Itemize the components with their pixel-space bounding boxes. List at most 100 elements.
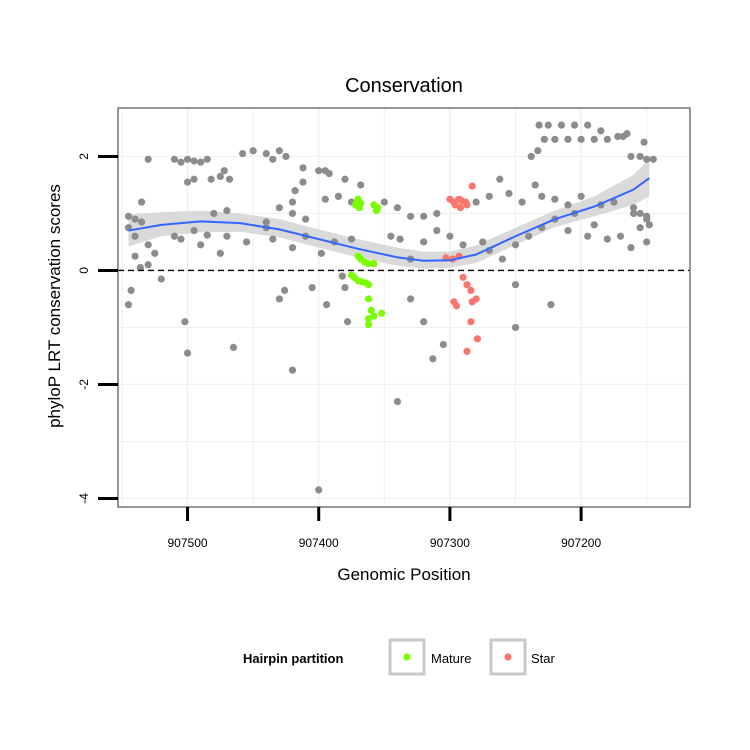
- data-point: [203, 231, 211, 239]
- data-point: [387, 232, 395, 240]
- data-point: [629, 204, 638, 212]
- data-point: [288, 209, 297, 218]
- data-point: [393, 204, 402, 212]
- data-point: [627, 244, 635, 252]
- data-point: [538, 192, 546, 200]
- data-point: [564, 226, 572, 235]
- data-point: [315, 167, 323, 175]
- y-tick-label: -4: [77, 493, 91, 504]
- data-point: [210, 209, 218, 218]
- data-point: [269, 235, 277, 243]
- data-point: [216, 249, 224, 257]
- data-point: [429, 355, 437, 363]
- data-point: [223, 232, 231, 240]
- data-point: [370, 260, 378, 268]
- data-point: [144, 241, 152, 249]
- data-point: [467, 286, 475, 294]
- data-point: [463, 201, 471, 209]
- data-point: [463, 347, 471, 355]
- data-point: [472, 295, 480, 303]
- data-point: [281, 286, 289, 294]
- data-point: [364, 260, 373, 268]
- data-point: [525, 232, 533, 240]
- data-point: [527, 152, 535, 161]
- data-point: [518, 198, 526, 206]
- data-point: [370, 312, 378, 320]
- data-point: [535, 121, 543, 129]
- data-point: [322, 301, 331, 309]
- data-point: [151, 249, 159, 257]
- data-point: [334, 192, 343, 200]
- data-point: [357, 181, 365, 189]
- data-point: [308, 283, 316, 292]
- data-point: [603, 235, 611, 243]
- data-point: [420, 318, 428, 326]
- data-point: [131, 232, 139, 240]
- data-point: [136, 264, 144, 272]
- data-point: [577, 192, 585, 200]
- data-point: [643, 212, 651, 220]
- data-point: [459, 273, 467, 281]
- data-point: [511, 323, 520, 332]
- data-point: [614, 132, 622, 141]
- data-point: [468, 182, 476, 190]
- data-point: [269, 155, 277, 163]
- data-point: [564, 201, 572, 209]
- x-tick-label: 907400: [299, 536, 339, 550]
- data-point: [485, 192, 493, 200]
- data-point: [496, 175, 504, 183]
- data-point: [463, 281, 471, 289]
- y-axis-title: phyloP LRT conservation scores: [45, 184, 64, 428]
- data-point: [473, 335, 482, 343]
- data-point: [590, 221, 598, 229]
- data-point: [288, 244, 297, 252]
- x-tick-label: 907200: [561, 536, 601, 550]
- data-point: [275, 147, 283, 155]
- data-point: [177, 158, 185, 166]
- data-point: [456, 204, 465, 212]
- legend-label-mature: Mature: [431, 651, 471, 666]
- data-point: [242, 238, 251, 246]
- data-point: [190, 226, 198, 235]
- data-point: [364, 321, 373, 329]
- data-point: [623, 130, 631, 138]
- data-point: [282, 152, 290, 161]
- data-point: [157, 275, 165, 283]
- data-point: [629, 209, 638, 218]
- plot-area: [118, 108, 690, 507]
- data-point: [325, 169, 333, 178]
- data-point: [627, 152, 635, 161]
- data-point: [505, 189, 513, 198]
- data-point: [343, 318, 352, 326]
- data-point: [177, 235, 185, 243]
- data-point: [170, 232, 179, 240]
- data-point: [207, 175, 215, 183]
- data-point: [420, 238, 428, 246]
- data-point: [406, 295, 415, 303]
- data-point: [315, 486, 323, 494]
- data-point: [220, 167, 228, 175]
- data-point: [124, 301, 133, 309]
- smooth-line-layer: [128, 177, 650, 262]
- data-point: [288, 366, 297, 374]
- data-point: [299, 164, 307, 172]
- data-point: [643, 238, 651, 246]
- data-point: [127, 286, 135, 294]
- plot-border: [117, 107, 691, 508]
- data-point: [291, 187, 299, 195]
- data-point: [564, 135, 572, 143]
- data-point: [597, 127, 605, 135]
- legend: Hairpin partition Mature Star: [243, 638, 556, 676]
- data-point: [577, 135, 585, 143]
- data-point: [239, 150, 247, 158]
- data-point: [131, 215, 139, 223]
- x-axis-title: Genomic Position: [337, 565, 470, 584]
- data-point: [472, 198, 480, 206]
- legend-label-star: Star: [531, 651, 556, 666]
- data-point: [144, 155, 152, 163]
- data-point: [584, 232, 592, 240]
- data-point: [197, 241, 205, 249]
- y-tick-label: 0: [77, 267, 91, 274]
- data-point: [479, 238, 487, 246]
